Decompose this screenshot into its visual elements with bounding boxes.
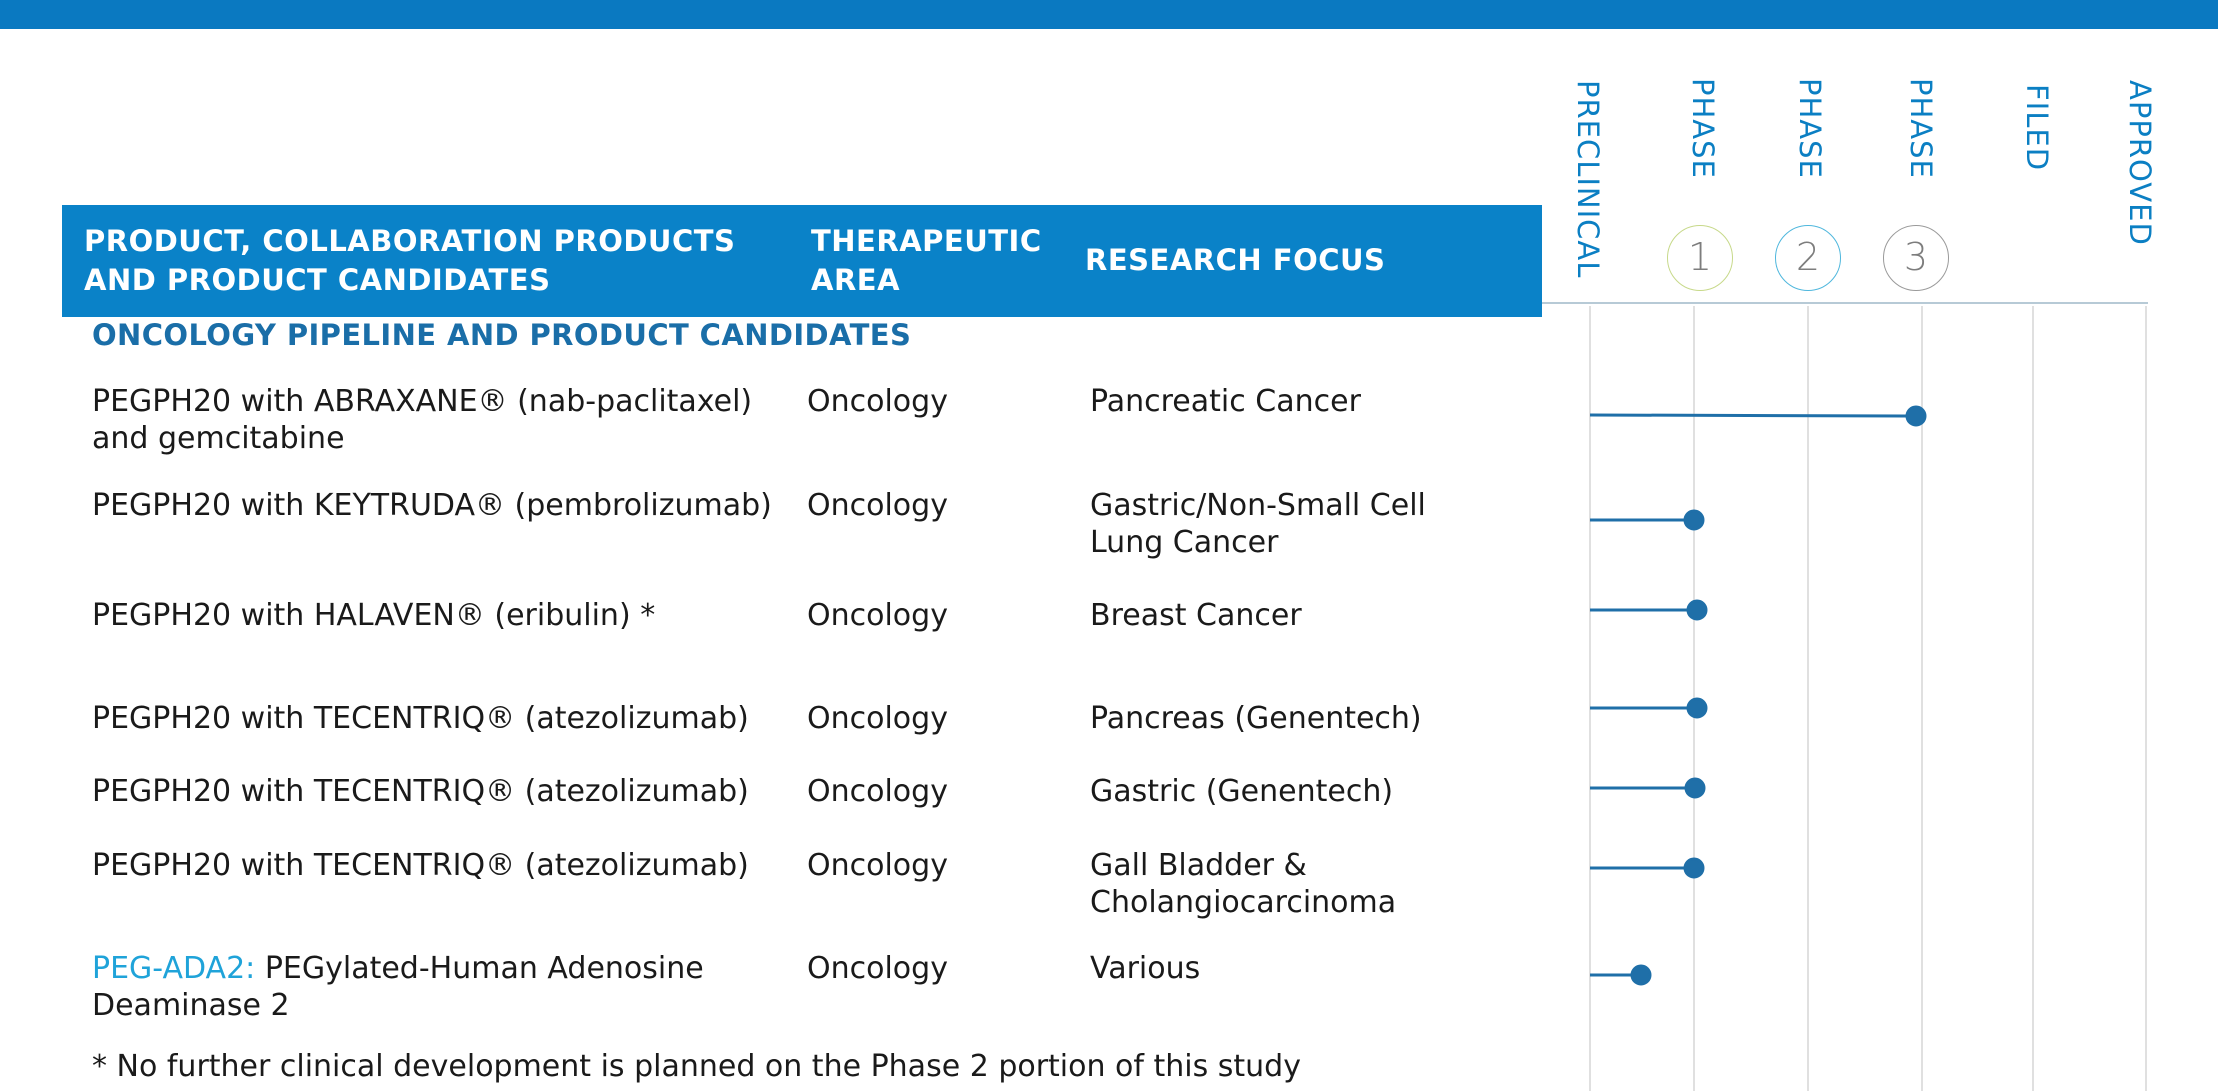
stage-approved-label: APPROVED	[2123, 80, 2157, 246]
row3-focus-line1: Breast Cancer	[1090, 598, 1302, 633]
progress-marker-row5	[1684, 777, 1706, 799]
row2-focus: Gastric/Non-Small Cell Lung Cancer	[1090, 487, 1426, 561]
row2-area: Oncology	[807, 488, 948, 523]
row1-focus: Pancreatic Cancer	[1090, 383, 1361, 420]
top-bar	[0, 0, 2218, 29]
progress-marker-row3	[1686, 599, 1708, 621]
row2-focus-line2: Lung Cancer	[1090, 525, 1279, 560]
row7-focus: Various	[1090, 950, 1200, 987]
section-title: ONCOLOGY PIPELINE AND PRODUCT CANDIDATES	[92, 318, 912, 352]
row7-product-accent: PEG-ADA2:	[92, 951, 256, 986]
row1-area: Oncology	[807, 384, 948, 419]
row2-focus-line1: Gastric/Non-Small Cell	[1090, 488, 1426, 523]
progress-bar-row1	[1589, 413, 1917, 418]
phase2-circle: 2	[1775, 225, 1841, 291]
footnote: * No further clinical development is pla…	[92, 1049, 1301, 1084]
header-product-line1: PRODUCT, COLLABORATION PRODUCTS	[84, 224, 736, 258]
row3-focus: Breast Cancer	[1090, 597, 1302, 634]
progress-marker-row1	[1905, 405, 1927, 427]
row7-product-rest: PEGylated-Human Adenosine	[255, 951, 704, 986]
row6-focus-line1: Gall Bladder &	[1090, 848, 1307, 883]
row7-focus-line1: Various	[1090, 951, 1201, 986]
progress-marker-row2	[1683, 509, 1705, 531]
row2-product: PEGPH20 with KEYTRUDA® (pembrolizumab)	[92, 487, 772, 524]
stage-phase3-label: PHASE	[1904, 78, 1938, 179]
table-header: PRODUCT, COLLABORATION PRODUCTS AND PROD…	[62, 205, 1542, 317]
row5-focus-line1: Gastric (Genentech)	[1090, 774, 1394, 809]
row7-product: PEG-ADA2: PEGylated-Human Adenosine Deam…	[92, 950, 704, 1024]
phase3-circle: 3	[1883, 225, 1949, 291]
row6-focus-line2: Cholangiocarcinoma	[1090, 885, 1397, 920]
progress-marker-row4	[1686, 697, 1708, 719]
header-therapeutic-line1: THERAPEUTIC	[811, 224, 1042, 258]
row4-product: PEGPH20 with TECENTRIQ® (atezolizumab)	[92, 700, 749, 737]
row6-focus: Gall Bladder & Cholangiocarcinoma	[1090, 847, 1396, 921]
row4-focus-line1: Pancreas (Genentech)	[1090, 701, 1422, 736]
row3-product-line1: PEGPH20 with HALAVEN® (eribulin) *	[92, 598, 656, 633]
row1-product: PEGPH20 with ABRAXANE® (nab-paclitaxel) …	[92, 383, 752, 457]
row5-product: PEGPH20 with TECENTRIQ® (atezolizumab)	[92, 773, 749, 810]
header-research-column: RESEARCH FOCUS	[1085, 241, 1385, 280]
row5-focus: Gastric (Genentech)	[1090, 773, 1393, 810]
row6-area: Oncology	[807, 848, 948, 883]
progress-marker-row7	[1630, 964, 1652, 986]
row1-product-line1: PEGPH20 with ABRAXANE® (nab-paclitaxel)	[92, 384, 753, 419]
row5-area: Oncology	[807, 774, 948, 809]
header-product-line2: AND PRODUCT CANDIDATES	[84, 263, 551, 297]
row7-area: Oncology	[807, 951, 948, 986]
header-product-column: PRODUCT, COLLABORATION PRODUCTS AND PROD…	[84, 222, 735, 300]
row5-product-line1: PEGPH20 with TECENTRIQ® (atezolizumab)	[92, 774, 749, 809]
row3-product: PEGPH20 with HALAVEN® (eribulin) *	[92, 597, 655, 634]
stage-preclinical-label: PRECLINICAL	[1571, 80, 1605, 279]
stage-filed-label: FILED	[2020, 84, 2054, 172]
row4-area: Oncology	[807, 701, 948, 736]
phase1-circle: 1	[1667, 225, 1733, 291]
progress-marker-row6	[1683, 857, 1705, 879]
row1-focus-line1: Pancreatic Cancer	[1090, 384, 1361, 419]
stage-phase1-label: PHASE	[1686, 78, 1720, 179]
row6-product: PEGPH20 with TECENTRIQ® (atezolizumab)	[92, 847, 749, 884]
header-research-label: RESEARCH FOCUS	[1085, 243, 1386, 277]
header-therapeutic-column: THERAPEUTIC AREA	[811, 222, 1042, 300]
row2-product-line1: PEGPH20 with KEYTRUDA® (pembrolizumab)	[92, 488, 772, 523]
row3-area: Oncology	[807, 598, 948, 633]
row7-product-line1: PEG-ADA2: PEGylated-Human Adenosine	[92, 950, 704, 987]
header-therapeutic-line2: AREA	[811, 263, 901, 297]
stage-phase2-label: PHASE	[1793, 78, 1827, 179]
row1-product-line2: and gemcitabine	[92, 421, 345, 456]
row4-focus: Pancreas (Genentech)	[1090, 700, 1422, 737]
row6-product-line1: PEGPH20 with TECENTRIQ® (atezolizumab)	[92, 848, 749, 883]
row7-product-line2: Deaminase 2	[92, 988, 290, 1023]
row4-product-line1: PEGPH20 with TECENTRIQ® (atezolizumab)	[92, 701, 749, 736]
